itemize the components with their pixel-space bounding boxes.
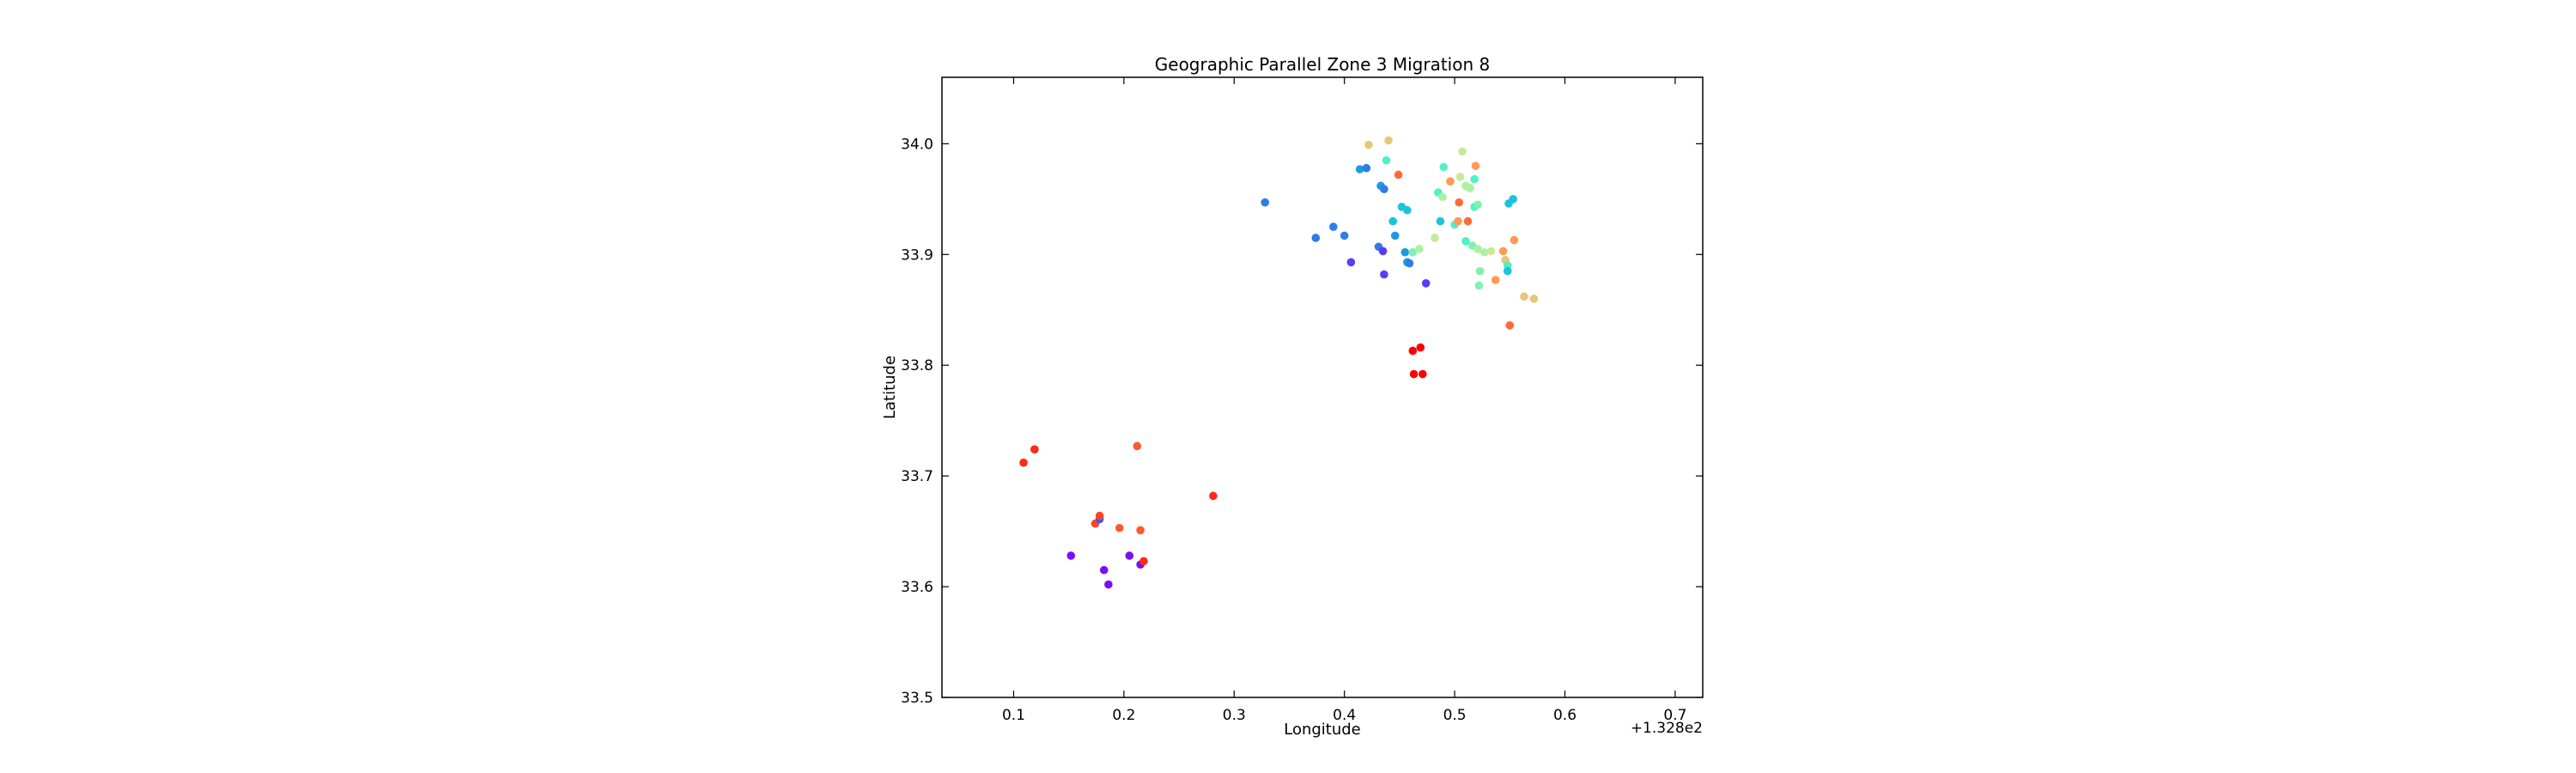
data-point xyxy=(1125,551,1134,560)
x-offset-label: +1.328e2 xyxy=(1631,720,1703,737)
data-point xyxy=(1139,557,1148,566)
data-point xyxy=(1384,136,1393,145)
data-point xyxy=(1461,237,1470,246)
data-point xyxy=(1408,346,1418,356)
data-point xyxy=(1455,198,1464,207)
data-point xyxy=(1340,231,1349,240)
data-point xyxy=(1505,321,1515,330)
data-point xyxy=(1209,491,1218,501)
data-point xyxy=(1421,279,1431,288)
data-point xyxy=(1454,216,1462,226)
x-tick-label: 0.3 xyxy=(1223,707,1246,724)
data-point xyxy=(1382,155,1391,165)
data-point xyxy=(1436,216,1445,226)
data-point xyxy=(1498,247,1508,256)
data-point xyxy=(1520,292,1528,301)
chart-title: Geographic Parallel Zone 3 Migration 8 xyxy=(1155,54,1490,75)
y-tick-label: 33.6 xyxy=(901,579,933,596)
data-point xyxy=(1311,234,1321,242)
data-point xyxy=(1486,247,1496,256)
data-point xyxy=(1491,276,1500,284)
data-point xyxy=(1261,198,1270,207)
data-point xyxy=(1438,192,1447,202)
y-tick-label: 34.0 xyxy=(901,136,933,153)
axis-ticks: 0.1 0.2 0.3 0.4 0.5 0.6 0.7 33.5 33.6 33.7 33.8 33.… xyxy=(901,77,1703,724)
data-point xyxy=(1471,161,1480,170)
x-tick-label: 0.2 xyxy=(1112,707,1135,724)
data-point xyxy=(1390,231,1400,240)
data-point xyxy=(1474,281,1484,290)
data-point xyxy=(1394,170,1403,180)
y-tick-label: 33.9 xyxy=(901,247,933,264)
data-points xyxy=(1019,136,1539,589)
data-point xyxy=(1329,222,1338,231)
data-point xyxy=(1378,247,1388,256)
data-point xyxy=(1466,184,1474,192)
data-point xyxy=(1133,441,1142,451)
data-point xyxy=(1439,162,1449,172)
data-point xyxy=(1400,247,1410,257)
x-tick-label: 0.6 xyxy=(1553,707,1577,724)
data-point xyxy=(1380,270,1388,279)
data-point xyxy=(1355,165,1364,173)
data-point xyxy=(1463,216,1473,226)
data-point xyxy=(1030,445,1039,453)
data-point xyxy=(1510,235,1519,245)
x-tick-label: 0.7 xyxy=(1663,707,1686,724)
data-point xyxy=(1104,580,1113,589)
data-point xyxy=(1458,147,1467,156)
x-tick-label: 0.4 xyxy=(1333,707,1356,724)
data-point xyxy=(1136,526,1145,535)
data-point xyxy=(1066,551,1076,560)
data-point xyxy=(1416,343,1425,352)
data-point xyxy=(1415,245,1424,253)
y-tick-label: 33.8 xyxy=(901,357,933,374)
data-point xyxy=(1099,565,1109,575)
y-axis-title: Latitude xyxy=(881,356,899,419)
data-point xyxy=(1509,195,1517,204)
data-point xyxy=(1346,258,1356,267)
data-point xyxy=(1408,247,1418,257)
data-point xyxy=(1095,511,1104,520)
plot-area xyxy=(941,76,1704,698)
data-point xyxy=(1473,200,1482,210)
x-tick-label: 0.1 xyxy=(1002,707,1025,724)
data-point xyxy=(1388,216,1397,226)
data-point xyxy=(1470,174,1479,184)
data-point xyxy=(1405,259,1414,268)
y-tick-label: 33.5 xyxy=(901,690,933,707)
x-axis-title: Longitude xyxy=(1284,721,1361,739)
data-point xyxy=(1419,369,1427,379)
data-point xyxy=(1473,245,1482,253)
x-tick-label: 0.5 xyxy=(1443,707,1467,724)
data-point xyxy=(1362,163,1371,173)
data-point xyxy=(1446,177,1455,186)
data-point xyxy=(1403,205,1412,215)
data-point xyxy=(1364,140,1373,149)
data-point xyxy=(1019,458,1028,467)
y-tick-label: 33.7 xyxy=(901,468,933,485)
data-point xyxy=(1380,185,1388,194)
data-point xyxy=(1409,369,1419,379)
data-point xyxy=(1503,266,1512,276)
data-point xyxy=(1431,234,1439,242)
data-point xyxy=(1115,523,1124,533)
data-point xyxy=(1529,295,1539,303)
data-point xyxy=(1475,266,1485,276)
data-point xyxy=(1455,173,1465,181)
data-point xyxy=(1479,247,1489,257)
